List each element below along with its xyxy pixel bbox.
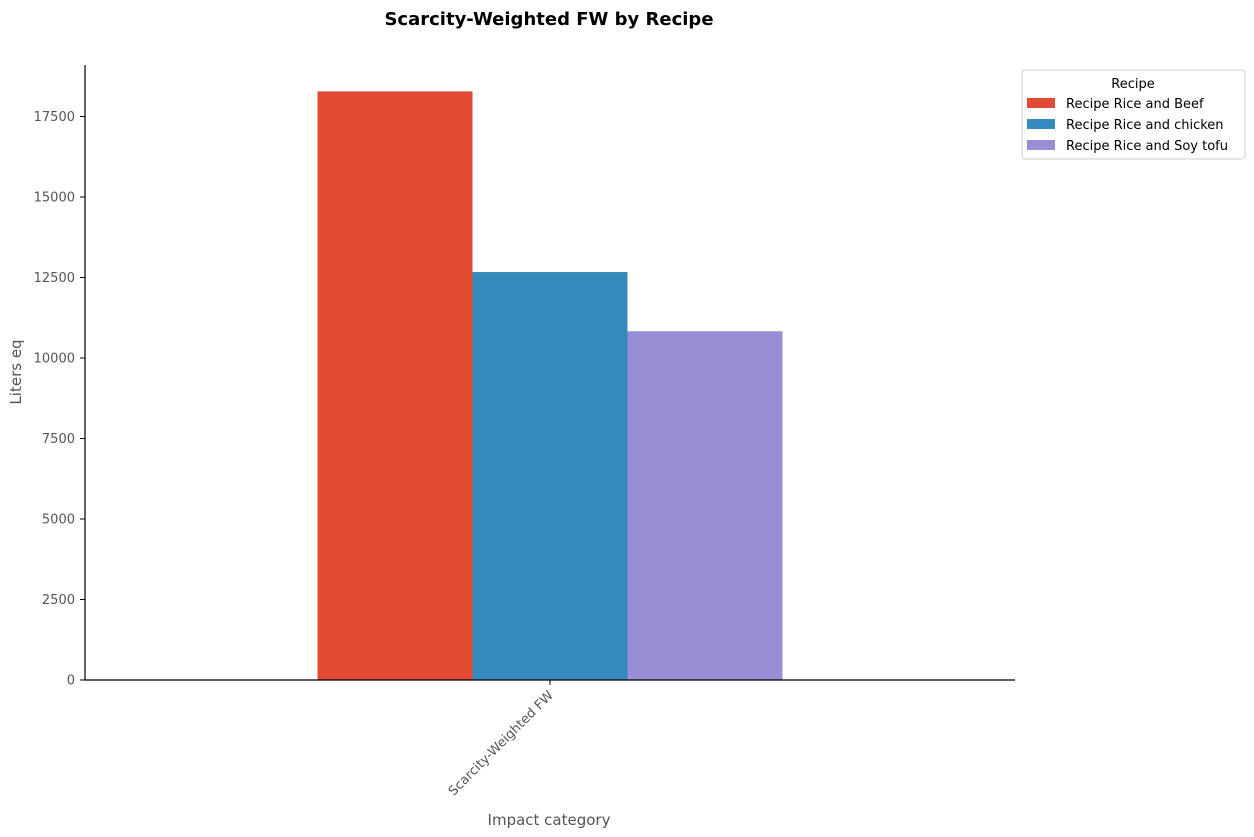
legend-items: Recipe Rice and Beef Recipe Rice and chic…	[1027, 97, 1228, 154]
legend-title: Recipe	[1111, 77, 1154, 92]
y-tick-label: 2500	[42, 593, 75, 608]
legend-swatch	[1027, 119, 1055, 129]
y-axis-ticks: 0 2500 5000 7500 10000 12500 15000 17500	[34, 110, 85, 689]
legend-label: Recipe Rice and Soy tofu	[1066, 139, 1228, 154]
x-tick-label: Scarcity-Weighted FW	[446, 688, 557, 799]
y-tick-label: 10000	[34, 352, 75, 367]
bar-recipe-rice-and-chicken	[472, 272, 628, 680]
bar-recipe-rice-and-beef	[317, 91, 473, 681]
x-axis-ticks: Scarcity-Weighted FW	[446, 680, 557, 799]
legend-label: Recipe Rice and chicken	[1066, 118, 1224, 133]
y-tick-label: 0	[67, 674, 75, 689]
y-tick-label: 7500	[42, 432, 75, 447]
y-tick-label: 15000	[34, 191, 75, 206]
legend-box	[1021, 69, 1246, 160]
legend-swatch	[1027, 140, 1055, 150]
y-tick-label: 5000	[42, 513, 75, 528]
y-tick-label: 12500	[34, 271, 75, 286]
bars-group	[317, 91, 783, 681]
y-tick-label: 17500	[34, 110, 75, 125]
x-axis-label: Impact category	[488, 811, 611, 829]
bar-recipe-rice-and-soy-tofu	[627, 331, 783, 680]
legend-swatch	[1027, 98, 1055, 108]
y-axis-label: Liters eq	[7, 339, 25, 404]
legend-label: Recipe Rice and Beef	[1066, 97, 1204, 112]
chart-title: Scarcity-Weighted FW by Recipe	[384, 9, 713, 30]
